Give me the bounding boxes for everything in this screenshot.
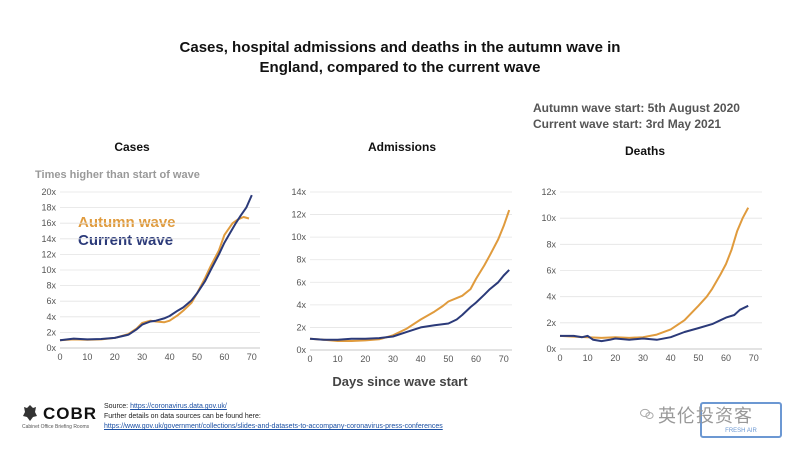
x-tick-label: 20 bbox=[110, 352, 120, 362]
title-line-2: England, compared to the current wave bbox=[259, 59, 541, 76]
y-tick-label: 2x bbox=[46, 327, 56, 337]
title-line-1: Cases, hospital admissions and deaths in… bbox=[179, 39, 621, 56]
deaths-panel-title: Deaths bbox=[624, 144, 665, 158]
current-wave-line bbox=[560, 304, 749, 343]
autumn-wave-start: Autumn wave start: 5th August 2020 bbox=[533, 101, 740, 115]
logo-subtitle: Cabinet Office Briefing Rooms bbox=[22, 424, 90, 430]
y-tick-label: 0x bbox=[296, 345, 306, 355]
x-tick-label: 10 bbox=[583, 353, 593, 363]
y-tick-label: 12x bbox=[541, 187, 556, 197]
admissions-panel-title: Admissions bbox=[367, 140, 436, 154]
x-tick-label: 30 bbox=[137, 352, 147, 362]
cobr-logo: COBR Cabinet Office Briefing Rooms bbox=[22, 404, 102, 434]
royal-crest-icon bbox=[23, 405, 37, 421]
legend-current: Current wave bbox=[78, 232, 174, 249]
current-wave-line bbox=[309, 269, 510, 341]
x-tick-label: 70 bbox=[247, 352, 257, 362]
x-tick-label: 10 bbox=[82, 352, 92, 362]
y-tick-label: 2x bbox=[546, 318, 556, 328]
y-tick-label: 2x bbox=[296, 322, 306, 332]
x-tick-label: 20 bbox=[360, 354, 370, 364]
watermark-badge: FRESH AIR bbox=[700, 402, 782, 438]
watermark-text: 英伦投资客 bbox=[658, 406, 753, 426]
x-tick-label: 50 bbox=[443, 354, 453, 364]
current-wave-start: Current wave start: 3rd May 2021 bbox=[533, 117, 722, 131]
x-tick-label: 0 bbox=[307, 354, 312, 364]
further-details-link[interactable]: https://www.gov.uk/government/collection… bbox=[104, 423, 443, 430]
autumn-wave-line bbox=[309, 209, 511, 342]
y-tick-label: 4x bbox=[296, 300, 306, 310]
x-tick-label: 60 bbox=[721, 353, 731, 363]
y-tick-label: 6x bbox=[296, 277, 306, 287]
watermark: FRESH AIR 英伦投资客 bbox=[640, 400, 790, 438]
sources-note: Source: https://coronavirus.data.gov.uk/… bbox=[104, 402, 443, 432]
x-tick-label: 60 bbox=[219, 352, 229, 362]
y-tick-label: 4x bbox=[546, 292, 556, 302]
x-tick-label: 0 bbox=[57, 352, 62, 362]
x-axis-label: Days since wave start bbox=[332, 374, 468, 389]
x-tick-label: 30 bbox=[388, 354, 398, 364]
y-tick-label: 14x bbox=[41, 234, 56, 244]
y-tick-label: 10x bbox=[41, 265, 56, 275]
deaths-chart: 0x 2x 4x 6x 8x 10x 12x 0 10 20 30 40 50 60 70 bbox=[541, 187, 762, 363]
y-tick-label: 12x bbox=[291, 210, 306, 220]
current-wave-line bbox=[59, 194, 253, 342]
y-tick-label: 20x bbox=[41, 187, 56, 197]
x-tick-label: 60 bbox=[471, 354, 481, 364]
cases-chart: 0x 2x 4x 6x 8x 10x 12x 14x 16x 18x 20x 0 10 20 30 40 50 6… bbox=[41, 187, 260, 362]
x-tick-label: 50 bbox=[693, 353, 703, 363]
y-tick-label: 6x bbox=[546, 266, 556, 276]
x-tick-label: 40 bbox=[416, 354, 426, 364]
page-title: Cases, hospital admissions and deaths in… bbox=[0, 38, 800, 78]
x-tick-label: 50 bbox=[192, 352, 202, 362]
y-tick-label: 8x bbox=[296, 255, 306, 265]
y-tick-label: 18x bbox=[41, 203, 56, 213]
autumn-wave-line bbox=[559, 207, 750, 339]
wave-start-info: Autumn wave start: 5th August 2020 Curre… bbox=[533, 100, 740, 132]
x-tick-label: 70 bbox=[499, 354, 509, 364]
legend: Autumn wave Current wave bbox=[78, 214, 176, 250]
wechat-icon bbox=[640, 408, 654, 419]
y-tick-label: 0x bbox=[546, 344, 556, 354]
y-tick-label: 6x bbox=[46, 296, 56, 306]
y-tick-label: 16x bbox=[41, 218, 56, 228]
y-tick-label: 10x bbox=[291, 232, 306, 242]
x-tick-label: 40 bbox=[666, 353, 676, 363]
x-tick-label: 30 bbox=[638, 353, 648, 363]
y-tick-label: 10x bbox=[541, 213, 556, 223]
x-tick-label: 0 bbox=[557, 353, 562, 363]
x-tick-label: 40 bbox=[165, 352, 175, 362]
x-tick-label: 10 bbox=[333, 354, 343, 364]
y-tick-label: 12x bbox=[41, 249, 56, 259]
y-tick-label: 8x bbox=[46, 281, 56, 291]
source-link[interactable]: https://coronavirus.data.gov.uk/ bbox=[130, 403, 227, 410]
x-tick-label: 20 bbox=[610, 353, 620, 363]
y-unit-label: Times higher than start of wave bbox=[35, 169, 200, 181]
x-tick-label: 70 bbox=[749, 353, 759, 363]
y-tick-label: 8x bbox=[546, 239, 556, 249]
cases-panel-title: Cases bbox=[114, 140, 150, 154]
y-tick-label: 0x bbox=[46, 343, 56, 353]
source-prefix: Source: bbox=[104, 403, 131, 410]
further-details: Further details on data sources can be f… bbox=[104, 413, 261, 420]
admissions-chart: 0x 2x 4x 6x 8x 10x 12x 14x 0 10 20 30 40 50 60 70 bbox=[291, 187, 512, 364]
y-tick-label: 14x bbox=[291, 187, 306, 197]
legend-autumn: Autumn wave bbox=[78, 214, 176, 231]
logo-name: COBR bbox=[43, 404, 98, 423]
y-tick-label: 4x bbox=[46, 312, 56, 322]
